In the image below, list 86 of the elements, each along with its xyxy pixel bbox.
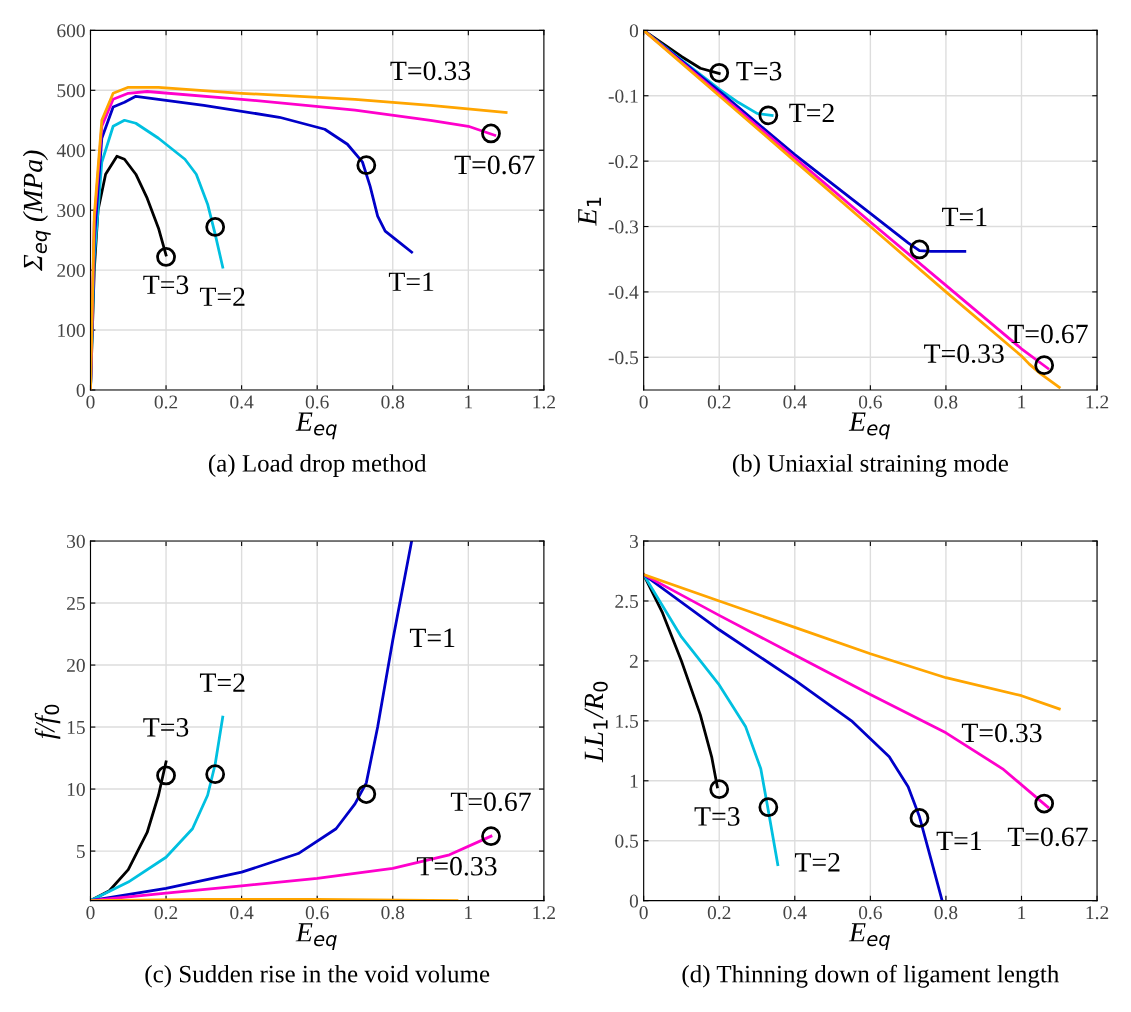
x-tick-label: 1 [465,906,473,920]
x-tick-label: 1.2 [1086,395,1109,409]
x-tick-label: 0.2 [154,395,178,409]
y-tick-label: -0.5 [608,351,639,365]
y-tick-label: 5 [77,845,85,859]
x-tick-label: 1.2 [533,906,555,920]
x-tick-label: 0 [86,395,95,409]
x-tick-label: 1.2 [533,395,555,409]
y-tick-label: 100 [58,323,85,337]
x-tick-label: 1 [1018,906,1026,920]
x-tick-label: 0 [639,906,648,920]
annotation: T=0.67 [454,155,535,175]
x-tick-label: 0.8 [934,906,958,920]
y-tick-label: 0 [629,894,639,908]
x-axis-title: E$_{eq}$ [848,923,890,950]
text: (a) Load drop method [208,454,427,477]
y-tick-label: 2.5 [615,594,639,609]
x-tick-label: 0.2 [707,395,731,409]
annotation: T=0.67 [1007,324,1088,344]
x-tick-label: 0.8 [381,395,405,409]
annotation: T=1 [409,628,455,647]
text: (d) Thinning down of ligament length [682,964,1060,988]
x-tick-label: 0.2 [154,906,178,920]
annotation: T=1 [942,207,987,227]
annotation: T=3 [143,718,189,737]
y-axis-title: E$_{1}$ [578,197,601,226]
y-tick-label: 1.5 [616,714,639,728]
x-tick-label: 0.6 [858,395,882,409]
annotation: T=1 [388,272,434,291]
annotation: T=0.33 [961,723,1042,743]
annotation: T=2 [789,103,834,123]
text: (c) Sudden rise in the void volume [145,964,490,988]
y-tick-label: 0 [629,24,639,38]
y-tick-label: 3 [630,534,639,548]
y-tick-label: 15 [67,720,85,734]
y-tick-label: 0.5 [615,834,639,848]
y-tick-label: 0 [76,383,85,397]
y-axis-title: LL$_{1}$/R$_{0}$ [584,681,608,763]
y-tick-label: -0.3 [608,220,639,234]
y-tick-label: 1 [630,774,638,788]
x-axis-title: E$_{eq}$ [295,412,337,440]
y-tick-label: 500 [57,84,85,98]
y-axis-title: f/f$_{0}$ [34,704,61,739]
x-tick-label: 0.4 [783,906,807,920]
y-tick-label: 300 [57,203,85,218]
annotation: T=0.33 [416,856,497,876]
annotation: T=0.33 [390,61,471,81]
annotation: T=3 [694,807,740,826]
y-axis-title: Σ$_{eq}$ (MPa) [22,150,51,271]
y-tick-label: 2 [629,654,638,668]
x-tick-label: 0 [86,906,95,920]
y-tick-label: 10 [67,782,85,797]
y-tick-label: 30 [67,534,85,548]
y-tick-label: 200 [57,263,85,278]
annotation: T=2 [199,673,245,692]
x-tick-label: 0.4 [230,906,254,920]
y-tick-label: 20 [67,658,85,672]
x-axis-title: E$_{eq}$ [295,923,337,950]
x-axis-title: E$_{eq}$ [848,412,890,440]
x-tick-label: 0.8 [934,395,958,409]
y-tick-label: 600 [57,24,85,38]
x-tick-label: 1.2 [1086,906,1109,920]
text: (b) Uniaxial straining mode [732,454,1008,477]
x-tick-label: 0 [639,395,648,409]
annotation: T=0.67 [450,792,531,812]
x-tick-label: 0.6 [305,906,329,920]
x-tick-label: 0.4 [783,395,807,409]
annotation: T=2 [794,853,840,872]
x-tick-label: 0.8 [381,906,405,920]
y-tick-label: -0.4 [608,285,639,299]
x-tick-label: 0.2 [707,906,731,920]
y-tick-label: -0.2 [608,154,638,169]
annotation: T=0.33 [924,344,1004,364]
x-tick-label: 1 [1018,395,1026,409]
y-tick-label: 400 [56,144,85,158]
annotation: T=3 [736,61,782,81]
annotation: T=1 [936,831,981,850]
annotation: T=0.67 [1007,827,1088,847]
y-tick-label: 25 [67,596,85,610]
x-tick-label: 1 [465,395,473,409]
x-tick-label: 0.6 [305,395,329,409]
annotation: T=2 [199,287,245,306]
x-tick-label: 0.6 [858,906,882,920]
x-tick-label: 0.4 [230,395,254,409]
annotation: T=3 [143,275,189,295]
y-tick-label: -0.1 [608,89,638,103]
